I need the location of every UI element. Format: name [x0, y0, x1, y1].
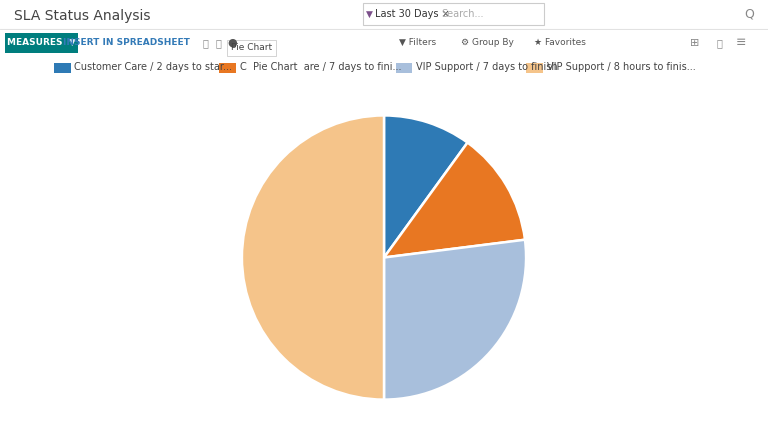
Text: ⬛: ⬛: [203, 38, 209, 48]
FancyBboxPatch shape: [363, 4, 544, 25]
Text: C  Pie Chart  are / 7 days to fini...: C Pie Chart are / 7 days to fini...: [240, 62, 401, 72]
Text: MEASURES  ▼: MEASURES ▼: [7, 38, 76, 47]
Text: ●: ●: [227, 38, 237, 48]
Text: ▼: ▼: [366, 10, 373, 19]
Text: ⚙ Group By: ⚙ Group By: [461, 38, 514, 47]
Text: Pie Chart: Pie Chart: [231, 43, 273, 52]
Text: Q: Q: [744, 8, 753, 21]
Wedge shape: [242, 115, 384, 400]
Text: Customer Care / 2 days to star...: Customer Care / 2 days to star...: [74, 62, 233, 72]
Text: 📈: 📈: [216, 38, 222, 48]
Text: ★ Favorites: ★ Favorites: [534, 38, 586, 47]
Bar: [219, 63, 236, 73]
Bar: [396, 63, 412, 73]
Text: VIP Support / 7 days to finish: VIP Support / 7 days to finish: [416, 62, 558, 72]
FancyBboxPatch shape: [227, 40, 276, 56]
Wedge shape: [384, 143, 525, 258]
Text: Last 30 Days ×: Last 30 Days ×: [375, 9, 449, 20]
Bar: [526, 63, 543, 73]
Text: SLA Status Analysis: SLA Status Analysis: [14, 9, 151, 23]
Text: INSERT IN SPREADSHEET: INSERT IN SPREADSHEET: [63, 38, 190, 47]
Text: ▼ Filters: ▼ Filters: [399, 38, 436, 47]
Text: ≡: ≡: [736, 36, 746, 49]
Text: ⊞: ⊞: [690, 38, 700, 48]
Bar: [54, 63, 71, 73]
FancyBboxPatch shape: [5, 33, 78, 53]
Text: VIP Support / 8 hours to finis...: VIP Support / 8 hours to finis...: [547, 62, 696, 72]
Text: Search...: Search...: [442, 9, 484, 20]
Wedge shape: [384, 115, 468, 258]
Wedge shape: [384, 240, 526, 400]
Text: 📊: 📊: [717, 38, 723, 48]
